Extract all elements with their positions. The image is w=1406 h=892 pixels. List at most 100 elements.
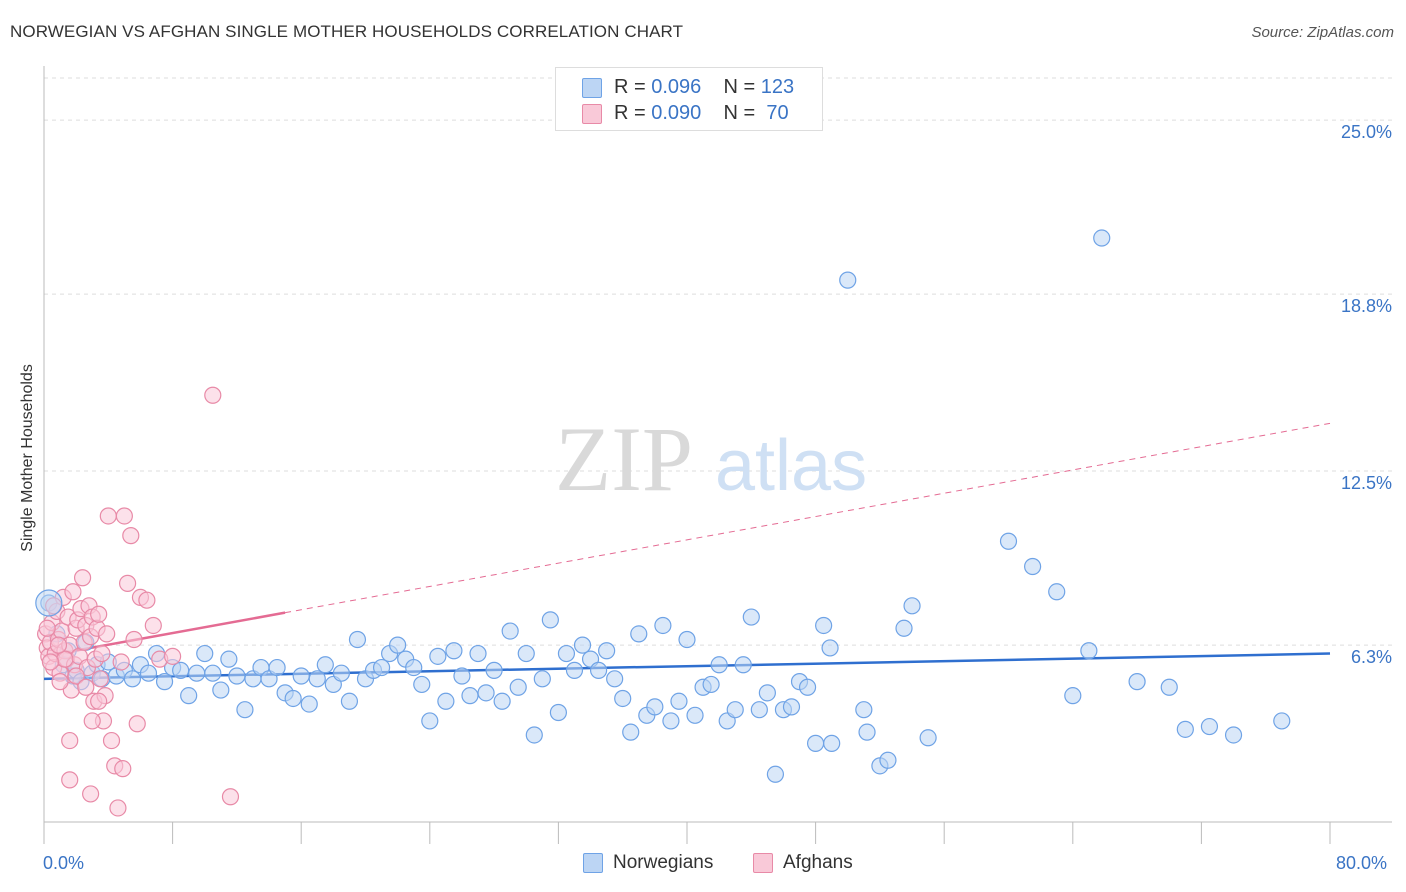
r-label: R = xyxy=(614,76,646,98)
norwegian-point xyxy=(686,706,704,724)
norwegian-point xyxy=(469,644,487,663)
norwegian-point xyxy=(855,701,873,719)
afghan-point xyxy=(49,636,68,654)
norwegian-point xyxy=(557,644,576,663)
r-value: 0.090 xyxy=(651,102,702,124)
norwegian-point xyxy=(766,765,785,783)
afghan-point xyxy=(90,692,108,710)
afghan-point xyxy=(61,771,79,789)
norwegian-point xyxy=(196,644,214,663)
stats-legend: R = 0.096 N = 123 R = 0.090 N = 70 xyxy=(555,67,823,131)
afghan-point xyxy=(51,673,69,691)
norwegian-point xyxy=(589,661,608,679)
norwegian-point xyxy=(155,673,174,691)
norwegian-point xyxy=(268,658,286,677)
afghans-trend-extension xyxy=(285,422,1331,614)
norwegians-legend-swatch xyxy=(583,853,603,873)
norwegian-point-large xyxy=(35,589,63,617)
afghan-point xyxy=(128,715,146,733)
norwegian-point xyxy=(389,636,407,654)
norwegian-point xyxy=(903,597,921,615)
norwegian-point xyxy=(858,723,876,741)
norwegian-point xyxy=(220,650,238,668)
norwegian-point xyxy=(750,701,768,719)
legend-label-afghans: Afghans xyxy=(783,852,853,873)
y-tick-label: 6.3% xyxy=(1351,647,1392,667)
afghan-point xyxy=(93,644,111,663)
afghan-point xyxy=(115,507,133,525)
afghan-point xyxy=(109,799,127,817)
afghan-point xyxy=(125,630,143,649)
n-value: 123 xyxy=(760,76,795,98)
norwegian-point xyxy=(372,658,391,677)
x-tick-min: 0.0% xyxy=(43,853,85,873)
axes xyxy=(43,66,1392,844)
norwegian-point xyxy=(493,692,511,710)
watermark-atlas: atlas xyxy=(715,426,867,506)
norwegian-point xyxy=(461,687,479,705)
norwegian-point xyxy=(1080,642,1098,660)
norwegian-point xyxy=(1064,687,1082,705)
norwegian-point xyxy=(413,675,431,694)
norwegian-point xyxy=(678,630,696,649)
afghan-point xyxy=(77,678,95,696)
norwegian-point xyxy=(429,647,447,665)
norwegian-point xyxy=(284,689,302,708)
norwegian-point xyxy=(549,703,568,722)
norwegian-point xyxy=(726,701,744,719)
afghans-swatch xyxy=(582,104,602,124)
norwegian-point xyxy=(670,692,688,710)
norwegian-point xyxy=(821,639,839,657)
data-points xyxy=(35,229,1291,817)
norwegian-point xyxy=(622,723,640,741)
norwegian-point xyxy=(630,625,648,643)
n-label: N = xyxy=(723,76,756,98)
norwegian-point xyxy=(1128,673,1146,691)
norwegian-point xyxy=(1093,229,1111,247)
watermark-zip: ZIP xyxy=(555,408,693,510)
norwegian-point xyxy=(212,681,230,699)
norwegian-point xyxy=(1024,557,1042,576)
norwegian-point xyxy=(228,667,246,685)
norwegian-point xyxy=(1273,712,1291,730)
x-tick-max: 80.0% xyxy=(1336,853,1388,873)
afghan-point xyxy=(102,731,121,750)
norwegian-point xyxy=(541,611,559,629)
norwegian-point xyxy=(999,532,1018,550)
norwegian-point xyxy=(1200,717,1219,736)
legend-label-norwegians: Norwegians xyxy=(613,852,714,873)
norwegian-point xyxy=(614,689,632,708)
afghan-point xyxy=(64,583,82,601)
norwegian-point xyxy=(172,661,190,679)
r-label: R = xyxy=(614,102,646,124)
norwegian-point xyxy=(485,661,503,679)
afghan-point xyxy=(90,605,108,623)
afghan-point xyxy=(164,647,182,665)
norwegian-point xyxy=(139,664,158,682)
norwegian-point xyxy=(823,734,841,752)
norwegian-point xyxy=(742,608,760,626)
norwegian-point xyxy=(710,656,728,674)
y-tick-label: 18.8% xyxy=(1341,296,1392,316)
norwegian-point xyxy=(734,656,752,674)
norwegian-point xyxy=(453,667,471,685)
norwegian-point xyxy=(437,692,455,710)
afghan-point xyxy=(122,527,140,545)
norwegian-point xyxy=(477,684,495,702)
norwegian-point xyxy=(879,751,897,769)
norwegian-point xyxy=(525,726,543,744)
norwegian-point xyxy=(646,698,664,716)
norwegian-point xyxy=(501,622,519,640)
series-afghans xyxy=(37,386,240,817)
norwegian-point xyxy=(598,642,616,660)
y-tick-label: 25.0% xyxy=(1341,122,1392,142)
afghan-point xyxy=(118,574,137,592)
norwegian-point xyxy=(839,271,857,289)
norwegian-point xyxy=(782,698,801,716)
y-tick-labels: 6.3% 12.5% 18.8% 25.0% xyxy=(1341,122,1392,667)
norwegian-point xyxy=(806,734,825,752)
norwegian-point xyxy=(654,616,672,635)
norwegian-point xyxy=(606,670,624,688)
afghans-legend-swatch xyxy=(753,853,773,873)
